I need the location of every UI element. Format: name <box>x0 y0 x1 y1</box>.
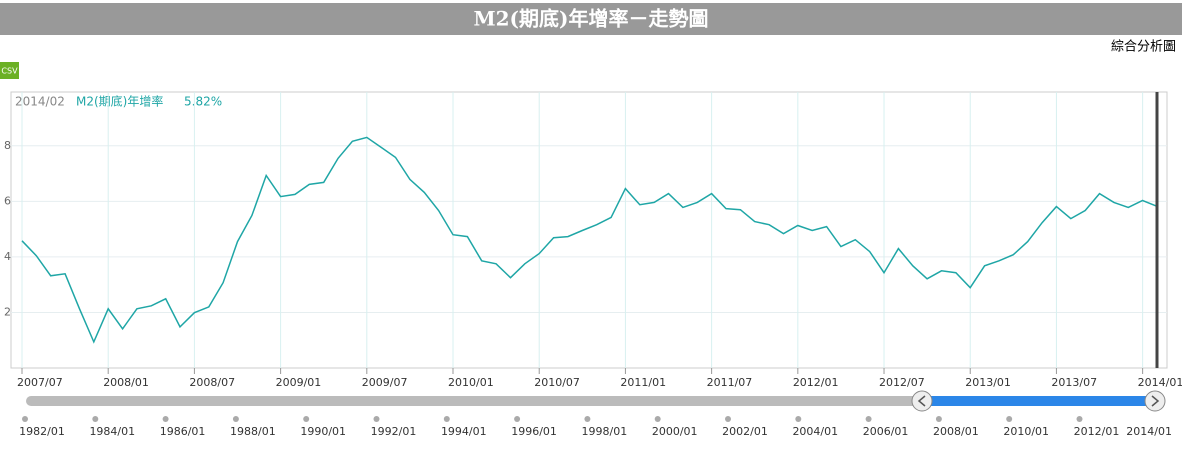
nav-label: 1996/01 <box>511 425 557 438</box>
x-tick-label: 2014/01 <box>1138 376 1182 389</box>
scroll-range[interactable] <box>922 396 1154 406</box>
x-tick-label: 2010/07 <box>534 376 580 389</box>
nav-dot <box>1006 416 1013 422</box>
nav-dot <box>162 416 169 422</box>
nav-label: 2000/01 <box>652 425 698 438</box>
nav-label: 2004/01 <box>792 425 838 438</box>
scroll-handle-right[interactable] <box>1144 390 1166 412</box>
nav-dot <box>725 416 731 422</box>
nav-label: 2002/01 <box>722 425 768 438</box>
x-tick-label: 2011/01 <box>620 376 666 389</box>
analysis-link[interactable]: 綜合分析圖 <box>1111 40 1176 55</box>
x-tick-label: 2008/07 <box>189 376 235 389</box>
handle-arrow <box>1151 395 1160 407</box>
csv-label[interactable]: CSV <box>1 67 18 76</box>
nav-dot <box>514 416 521 422</box>
x-tick-label: 2011/07 <box>707 376 753 389</box>
nav-label: 1988/01 <box>230 425 276 438</box>
nav-dot <box>795 416 802 422</box>
csv-button[interactable] <box>0 62 19 79</box>
nav-dot <box>865 416 872 422</box>
x-tick-label: 2009/01 <box>276 376 322 389</box>
nav-label: 2014/01 <box>1126 425 1172 438</box>
nav-label: 1984/01 <box>89 425 135 438</box>
nav-label: 1982/01 <box>19 425 65 438</box>
nav-label: 2012/01 <box>1074 425 1120 438</box>
nav-label: 2010/01 <box>1003 425 1049 438</box>
nav-label: 2006/01 <box>863 425 909 438</box>
scrollbar[interactable] <box>26 396 1156 406</box>
nav-dot <box>935 416 942 422</box>
legend-name: M2(期底)年增率 <box>76 94 163 109</box>
nav-dot <box>22 416 28 422</box>
nav-dot <box>303 416 310 422</box>
page-title: M2(期底)年增率－走勢圖 <box>474 7 709 31</box>
x-tick-label: 2007/07 <box>17 376 63 389</box>
plot-frame <box>10 91 1168 369</box>
nav-label: 1992/01 <box>371 425 417 438</box>
x-tick-label: 2013/07 <box>1051 376 1097 389</box>
nav-label: 1986/01 <box>160 425 206 438</box>
y-tick-label: 2 <box>4 305 11 318</box>
nav-dot <box>1076 416 1083 422</box>
data-line <box>21 136 1158 344</box>
scroll-handle-left[interactable] <box>911 390 933 412</box>
x-tick-label: 2012/07 <box>879 376 925 389</box>
x-tick-label: 2012/01 <box>793 376 839 389</box>
nav-dot <box>654 416 661 422</box>
nav-dot <box>584 416 591 422</box>
nav-dot <box>443 416 450 422</box>
nav-dot <box>373 416 380 422</box>
x-tick-label: 2008/01 <box>103 376 149 389</box>
x-tick-label: 2009/07 <box>362 376 408 389</box>
title-bar <box>0 3 1182 35</box>
nav-label: 1998/01 <box>582 425 628 438</box>
y-tick-label: 6 <box>4 194 11 207</box>
x-tick-label: 2010/01 <box>448 376 494 389</box>
nav-label: 1990/01 <box>300 425 346 438</box>
y-tick-label: 4 <box>4 250 11 263</box>
y-tick-label: 8 <box>4 139 11 152</box>
nav-dot <box>232 416 239 422</box>
nav-label: 1994/01 <box>441 425 487 438</box>
legend-value: 5.82% <box>184 95 222 109</box>
nav-dot <box>92 416 99 422</box>
x-tick-label: 2013/01 <box>965 376 1011 389</box>
legend-date: 2014/02 <box>15 95 65 109</box>
nav-label: 2008/01 <box>933 425 979 438</box>
handle-arrow <box>917 395 926 407</box>
